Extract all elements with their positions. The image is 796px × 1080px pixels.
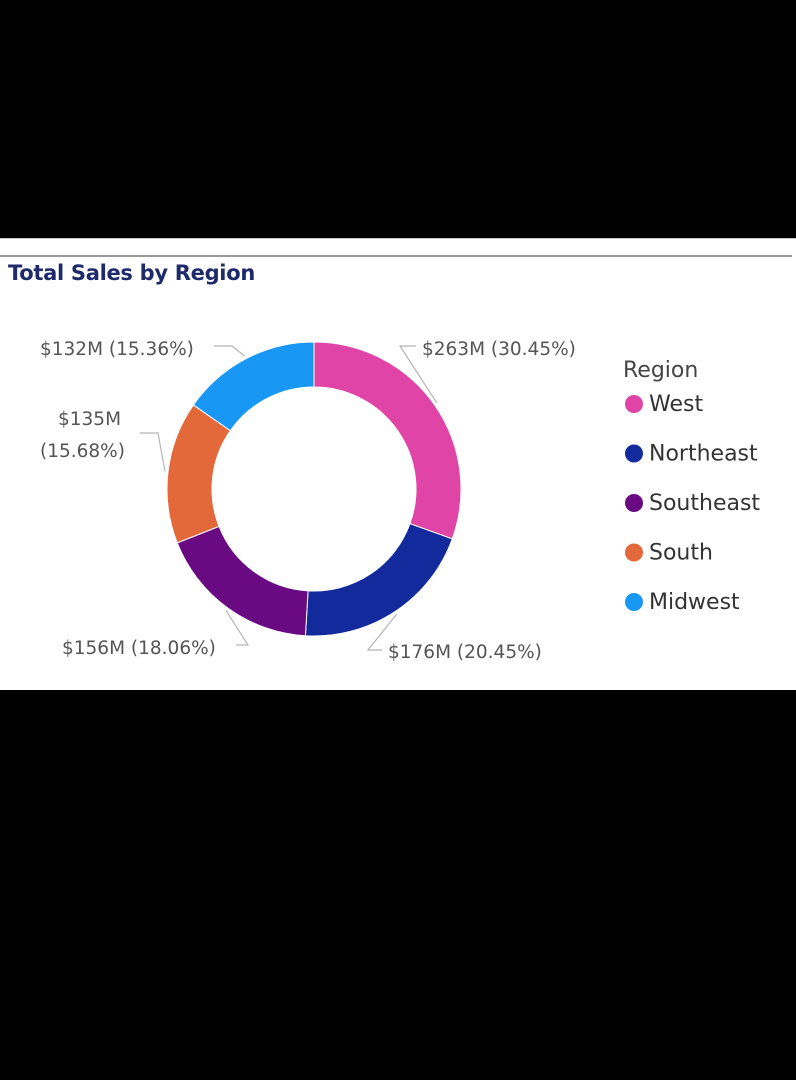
legend-label-midwest[interactable]: Midwest [649, 590, 740, 615]
slice-southeast[interactable] [176, 525, 309, 637]
legend-marker-southeast[interactable] [625, 494, 643, 512]
legend-label-southeast[interactable]: Southeast [649, 491, 760, 516]
legend: Region West Northeast Southeast South Midwes… [623, 358, 760, 615]
legend-label-northeast[interactable]: Northeast [649, 442, 758, 467]
data-label-south-percent: (15.68%) [40, 441, 125, 462]
legend-marker-south[interactable] [625, 543, 643, 562]
leader-line-south [140, 432, 166, 472]
chart-panel: Total Sales by Region $263M (30.45%) $17… [0, 238, 796, 690]
panel-top-border [0, 255, 792, 257]
data-label-northeast: $176M (20.45%) [388, 642, 542, 663]
slice-midwest[interactable] [192, 341, 315, 432]
legend-label-south[interactable]: South [649, 541, 713, 566]
data-label-southeast: $156M (18.06%) [62, 638, 216, 659]
data-label-south-value: $135M [58, 409, 121, 430]
slice-west[interactable] [313, 341, 462, 540]
legend-marker-midwest[interactable] [625, 593, 643, 611]
slice-south[interactable] [166, 404, 232, 544]
leader-line-northeast [366, 613, 398, 651]
legend-label-west[interactable]: West [649, 392, 703, 417]
legend-title: Region [623, 358, 698, 383]
chart-title: Total Sales by Region [8, 261, 255, 285]
donut-chart: $263M (30.45%) $176M (20.45%) $156M (18.… [40, 339, 760, 663]
data-label-midwest: $132M (15.36%) [40, 339, 194, 360]
leader-line-midwest [214, 345, 245, 357]
data-label-west: $263M (30.45%) [422, 339, 576, 360]
leader-line-southeast [225, 610, 250, 646]
legend-marker-west[interactable] [625, 395, 643, 413]
legend-marker-northeast[interactable] [625, 444, 643, 463]
slice-northeast[interactable] [304, 522, 453, 637]
leader-line-west [398, 345, 438, 404]
